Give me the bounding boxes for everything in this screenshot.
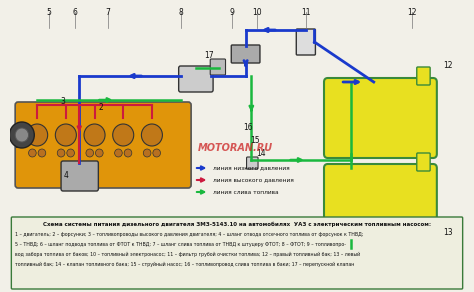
Text: 13: 13 [444, 228, 453, 237]
Circle shape [124, 149, 132, 157]
Circle shape [57, 149, 65, 157]
Circle shape [115, 149, 122, 157]
Circle shape [15, 128, 28, 142]
Text: 5 – ТНВД; 6 – шланг подвода топлива от ФТОТ к ТНВД; 7 – шланг слива топлива от Т: 5 – ТНВД; 6 – шланг подвода топлива от Ф… [15, 242, 346, 247]
Text: 12: 12 [444, 61, 453, 70]
FancyBboxPatch shape [210, 59, 226, 75]
Text: 1 – двигатель; 2 – форсунки; 3 – топливопроводы высокого давления двигателя; 4 –: 1 – двигатель; 2 – форсунки; 3 – топливо… [15, 232, 364, 237]
FancyBboxPatch shape [231, 45, 260, 63]
Text: линия слива топлива: линия слива топлива [213, 190, 279, 194]
Circle shape [95, 149, 103, 157]
FancyBboxPatch shape [11, 217, 463, 289]
Text: 10: 10 [252, 8, 262, 17]
Text: 4: 4 [64, 171, 68, 180]
Text: 12: 12 [407, 8, 417, 17]
FancyBboxPatch shape [246, 157, 258, 169]
Text: MOTORAN.RU: MOTORAN.RU [198, 143, 273, 153]
Text: 7: 7 [106, 8, 110, 17]
Circle shape [67, 149, 74, 157]
Circle shape [84, 124, 105, 146]
Text: 15: 15 [250, 136, 260, 145]
Text: 14: 14 [256, 149, 266, 158]
Circle shape [55, 124, 76, 146]
Text: Схема системы питания дизельного двигателя ЗМЗ-5143.10 на автомобилях  УАЗ с эле: Схема системы питания дизельного двигате… [43, 222, 431, 227]
FancyBboxPatch shape [417, 67, 430, 85]
Text: 2: 2 [99, 102, 104, 112]
Text: линия низкого давления: линия низкого давления [213, 166, 290, 171]
Circle shape [141, 124, 163, 146]
Circle shape [38, 149, 46, 157]
Text: 3: 3 [61, 98, 65, 107]
FancyBboxPatch shape [179, 66, 213, 92]
FancyBboxPatch shape [15, 102, 191, 188]
Text: топливный бак; 14 – клапан топливного бака; 15 – струйный насос; 16 – топливопро: топливный бак; 14 – клапан топливного ба… [15, 262, 355, 267]
Text: 6: 6 [73, 8, 78, 17]
FancyBboxPatch shape [296, 29, 315, 55]
Circle shape [28, 149, 36, 157]
FancyBboxPatch shape [61, 161, 99, 191]
FancyBboxPatch shape [324, 78, 437, 158]
Circle shape [27, 124, 48, 146]
Text: 17: 17 [204, 51, 214, 60]
Circle shape [153, 149, 161, 157]
Text: вод забора топлива от баков; 10 – топливный электронасос; 11 – фильтр грубой очи: вод забора топлива от баков; 10 – топлив… [15, 252, 360, 257]
Circle shape [86, 149, 93, 157]
Text: 5: 5 [46, 8, 51, 17]
Text: 8: 8 [178, 8, 183, 17]
FancyBboxPatch shape [417, 153, 430, 171]
Text: 1: 1 [14, 140, 18, 150]
Circle shape [9, 122, 34, 148]
Circle shape [143, 149, 151, 157]
FancyBboxPatch shape [324, 164, 437, 244]
Circle shape [113, 124, 134, 146]
Text: 11: 11 [301, 8, 310, 17]
Text: 9: 9 [230, 8, 235, 17]
Text: линия высокого давления: линия высокого давления [213, 178, 294, 182]
Text: 16: 16 [243, 123, 252, 132]
